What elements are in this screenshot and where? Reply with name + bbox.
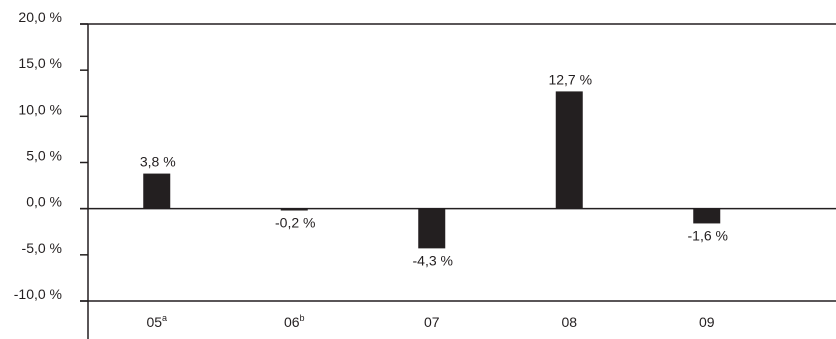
- y-tick-label: 10,0 %: [18, 101, 62, 117]
- y-tick-label: 5,0 %: [26, 148, 62, 164]
- data-label: 12,7 %: [548, 71, 592, 87]
- category-labels: 05a 06b 07 08 09: [146, 313, 714, 330]
- bar: [280, 208, 308, 211]
- y-axis-ticks: 20,0 % 15,0 % 10,0 % 5,0 % 0,0 % -5,0 % -10,0 …: [14, 9, 88, 302]
- chart-axes: [80, 23, 836, 339]
- data-labels: 3,8 % -0,2 % -4,3 % 12,7 % -1,6 %: [140, 71, 728, 268]
- data-label: -0,2 %: [275, 215, 315, 231]
- category-label: 05a: [146, 313, 167, 330]
- category-label-superscript: a: [162, 313, 167, 323]
- bar-series: [143, 91, 721, 249]
- y-tick-label: 0,0 %: [26, 194, 62, 210]
- category-label-text: 07: [424, 314, 440, 330]
- category-label-text: 05: [146, 314, 162, 330]
- category-label-text: 08: [561, 314, 577, 330]
- y-tick-label: -10,0 %: [14, 286, 62, 302]
- category-label-text: 06: [284, 314, 300, 330]
- bar: [693, 208, 721, 224]
- data-label: 3,8 %: [140, 154, 176, 170]
- y-tick-label: 15,0 %: [18, 55, 62, 71]
- y-tick-label: -5,0 %: [22, 240, 62, 256]
- category-label-superscript: b: [300, 313, 305, 323]
- bar: [418, 208, 446, 249]
- category-label: 09: [699, 314, 715, 330]
- y-tick-label: 20,0 %: [18, 9, 62, 25]
- category-label-text: 09: [699, 314, 715, 330]
- category-label: 07: [424, 314, 440, 330]
- category-label: 08: [561, 314, 577, 330]
- bar: [143, 173, 171, 209]
- category-label: 06b: [284, 313, 305, 330]
- data-label: -4,3 %: [413, 252, 453, 268]
- bar: [555, 91, 583, 209]
- data-label: -1,6 %: [688, 227, 728, 243]
